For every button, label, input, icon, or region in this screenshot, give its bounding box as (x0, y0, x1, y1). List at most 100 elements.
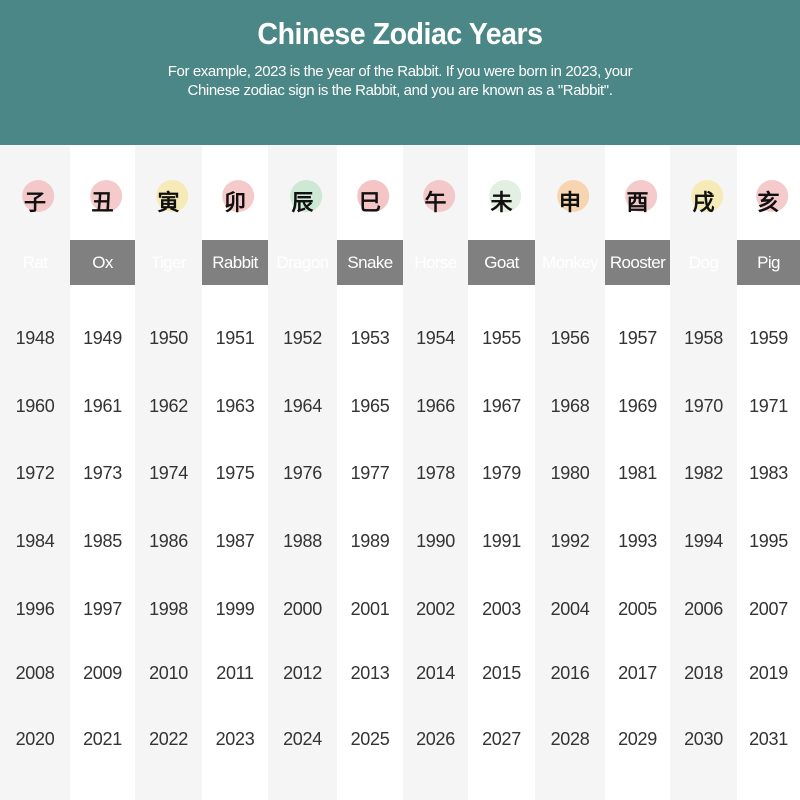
year-cell: 1964 (283, 396, 322, 416)
year-cell: 1958 (684, 328, 723, 348)
year-cell: 1995 (749, 531, 788, 551)
tiger-icon: 寅 (135, 145, 202, 240)
zodiac-column-tiger: 寅 Tiger 1950 1962 1974 1986 1998 2010 2022 (135, 145, 202, 800)
subtitle: For example, 2023 is the year of the Rab… (0, 62, 800, 100)
sign-name: Monkey (542, 253, 599, 272)
year-cell: 1997 (83, 599, 122, 619)
year-cell: 1987 (215, 531, 255, 551)
year-cell: 2004 (550, 599, 590, 619)
year-cell: 2019 (749, 663, 788, 683)
year-cell: 1965 (350, 396, 390, 416)
horse-icon: 午 (403, 145, 468, 240)
year-cell: 2015 (482, 663, 521, 683)
zodiac-character: 戌 (692, 190, 715, 216)
dragon-icon: 辰 (268, 145, 337, 240)
zodiac-column-rabbit: 卯 Rabbit 1951 1963 1975 1987 1999 2011 2023 (202, 145, 268, 800)
year-cell: 1975 (215, 463, 255, 483)
year-cell: 2027 (482, 729, 521, 749)
year-cell: 1957 (618, 328, 657, 348)
subtitle-line-1: For example, 2023 is the year of the Rab… (167, 63, 633, 80)
year-cell: 1972 (15, 463, 55, 483)
zodiac-character: 午 (424, 190, 447, 216)
year-cell: 1956 (550, 328, 590, 348)
year-cell: 1992 (550, 531, 590, 551)
year-cell: 2000 (283, 599, 322, 619)
year-cell: 1998 (149, 599, 188, 619)
year-cell: 1974 (149, 463, 188, 483)
zodiac-character: 子 (23, 190, 46, 216)
year-cell: 1978 (416, 463, 455, 483)
year-cell: 1959 (749, 328, 788, 348)
year-cell: 1980 (550, 463, 590, 483)
color-blob (557, 180, 590, 212)
dog-icon: 戌 (670, 145, 737, 240)
year-cell: 1948 (15, 328, 55, 348)
year-cell: 2026 (416, 729, 455, 749)
year-cell: 1982 (684, 463, 723, 483)
sign-name: Rooster (609, 253, 666, 272)
sign-name-bar (0, 240, 800, 285)
year-cell: 1996 (15, 599, 55, 619)
year-cell: 1985 (83, 531, 122, 551)
year-cell: 1966 (416, 396, 455, 416)
year-cell: 1953 (350, 328, 390, 348)
year-cell: 2002 (416, 599, 455, 619)
zodiac-character: 申 (558, 190, 581, 216)
year-cell: 1967 (482, 396, 521, 416)
year-cell: 1969 (618, 396, 657, 416)
color-blob (222, 180, 255, 212)
year-cell: 1970 (684, 396, 723, 416)
zodiac-character: 巳 (358, 190, 381, 216)
year-cell: 2031 (749, 729, 788, 749)
monkey-icon: 申 (535, 145, 605, 240)
year-cell: 1976 (283, 463, 322, 483)
color-blob (488, 180, 521, 212)
rooster-icon: 酉 (605, 145, 670, 240)
year-cell: 2024 (283, 729, 322, 749)
year-cell: 1954 (416, 328, 455, 348)
color-blob (357, 180, 390, 212)
color-blob (22, 180, 55, 212)
year-cell: 1971 (749, 396, 788, 416)
zodiac-column-monkey: 申 Monkey 1956 1968 1980 1992 2004 2016 2028 (535, 145, 605, 800)
year-cell: 1973 (83, 463, 122, 483)
year-cell: 1977 (350, 463, 390, 483)
color-blob (89, 180, 122, 212)
year-cell: 2007 (749, 599, 788, 619)
year-cell: 1990 (416, 531, 455, 551)
color-blob (755, 180, 788, 212)
year-cell: 2012 (283, 663, 322, 683)
year-cell: 2021 (83, 729, 122, 749)
pig-icon: 亥 (737, 145, 800, 240)
zodiac-character: 未 (490, 190, 513, 216)
color-blob (155, 180, 188, 212)
year-cell: 2020 (15, 729, 55, 749)
page-title: Chinese Zodiac Years (257, 16, 543, 51)
year-cell: 2028 (550, 729, 590, 749)
year-cell: 2011 (216, 663, 254, 683)
zodiac-column-dragon: 辰 Dragon 1952 1964 1976 1988 2000 2012 2024 (268, 145, 337, 800)
sign-name: Goat (484, 253, 519, 272)
year-cell: 1962 (149, 396, 188, 416)
zodiac-character: 辰 (291, 190, 314, 216)
year-cell: 1968 (550, 396, 590, 416)
year-cell: 2016 (550, 663, 590, 683)
sign-name: Rabbit (212, 253, 258, 272)
year-cell: 2014 (416, 663, 455, 683)
year-cell: 2001 (350, 599, 390, 619)
year-cell: 1999 (215, 599, 255, 619)
zodiac-column-pig: 亥 Pig 1959 1971 1983 1995 2007 2019 2031 (737, 145, 800, 800)
color-blob (624, 180, 657, 212)
zodiac-column-snake: 巳 Snake 1953 1965 1977 1989 2001 2013 2025 (337, 145, 403, 800)
year-cell: 1989 (350, 531, 390, 551)
year-cell: 1986 (149, 531, 188, 551)
sign-name: Horse (414, 253, 457, 272)
year-cell: 2013 (350, 663, 390, 683)
zodiac-table: 子 Rat 1948 1960 1972 1984 1996 2008 2020 丑 Ox 1949 1… (0, 145, 800, 800)
sign-name: Tiger (150, 253, 187, 272)
zodiac-column-ox: 丑 Ox 1949 1961 1973 1985 1997 2009 2021 (70, 145, 135, 800)
subtitle-line-2: Chinese zodiac sign is the Rabbit, and y… (187, 82, 613, 99)
zodiac-character: 卯 (223, 190, 246, 216)
goat-icon: 未 (468, 145, 535, 240)
year-cell: 1983 (749, 463, 788, 483)
